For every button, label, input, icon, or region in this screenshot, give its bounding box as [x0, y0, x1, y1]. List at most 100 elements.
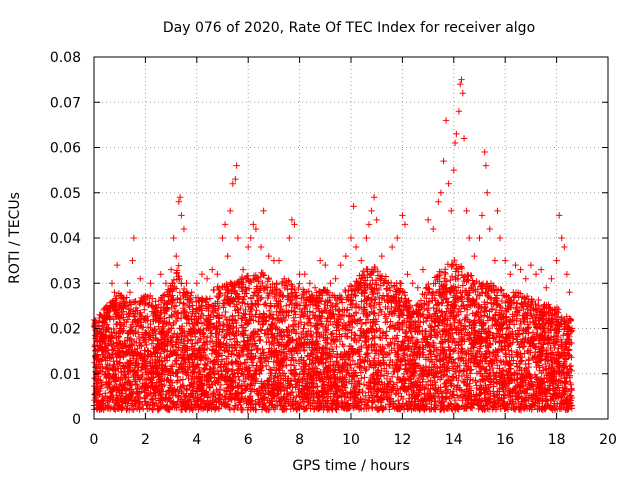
data-point [499, 347, 506, 354]
data-point [288, 286, 296, 293]
data-point [267, 303, 275, 310]
data-point [495, 388, 503, 395]
data-point [512, 289, 520, 296]
data-point [441, 269, 449, 276]
data-point [120, 323, 128, 330]
data-point [290, 314, 297, 322]
data-point [540, 341, 547, 348]
data-point [293, 393, 300, 400]
data-point [394, 396, 402, 404]
data-point [296, 280, 303, 287]
data-point [215, 294, 222, 301]
data-point [377, 275, 384, 283]
data-point [414, 338, 422, 345]
data-point [395, 390, 402, 397]
data-point [281, 284, 289, 292]
data-point [402, 376, 410, 384]
data-point [348, 291, 355, 298]
data-point [451, 319, 458, 327]
data-point [158, 358, 165, 365]
data-point [382, 314, 390, 322]
data-point [94, 342, 101, 350]
data-point [478, 288, 485, 296]
data-point [389, 358, 396, 366]
data-point [451, 396, 459, 404]
data-point [372, 295, 379, 303]
data-point [159, 325, 166, 332]
data-point [501, 392, 509, 399]
data-point [215, 302, 223, 310]
data-point [246, 316, 254, 323]
data-point [469, 310, 476, 317]
data-point [216, 328, 223, 336]
data-point [366, 301, 373, 309]
data-point [384, 370, 392, 377]
data-point [346, 312, 354, 320]
data-point [519, 343, 527, 351]
data-point [148, 340, 156, 347]
data-point [352, 292, 359, 299]
data-point [351, 330, 358, 338]
data-point [235, 309, 242, 316]
data-point [295, 388, 302, 396]
data-point [411, 356, 418, 363]
data-point [247, 381, 254, 388]
data-point [563, 313, 570, 320]
data-point [295, 323, 302, 331]
data-point [441, 275, 448, 282]
data-point [260, 310, 267, 317]
data-point [323, 326, 331, 334]
data-point [486, 388, 494, 395]
data-point [155, 318, 162, 326]
data-point [466, 366, 474, 374]
data-point [132, 323, 140, 330]
data-point [234, 312, 242, 320]
data-point [361, 374, 368, 381]
data-point [289, 283, 296, 290]
data-point [164, 305, 171, 313]
data-point [163, 390, 170, 398]
data-point [143, 341, 150, 349]
data-point [345, 313, 352, 320]
data-point [258, 294, 265, 301]
data-point [226, 406, 234, 413]
data-points [90, 76, 576, 414]
data-point [195, 336, 203, 344]
data-point [367, 303, 375, 310]
data-point [454, 284, 462, 291]
data-point [132, 378, 139, 385]
data-point [293, 292, 300, 299]
data-point [502, 353, 509, 360]
data-point [176, 339, 184, 347]
data-point [226, 404, 233, 411]
data-point [459, 282, 467, 289]
data-point [255, 318, 262, 326]
data-point [200, 397, 208, 404]
data-point [312, 355, 320, 362]
data-point [555, 309, 562, 316]
data-point [514, 327, 522, 334]
data-point [108, 329, 115, 336]
data-point [430, 339, 437, 347]
data-point [286, 301, 293, 308]
data-point [461, 305, 468, 312]
data-point [531, 371, 539, 378]
data-point [144, 301, 152, 309]
data-point [235, 373, 242, 380]
data-point [558, 316, 565, 323]
data-point [410, 325, 417, 333]
data-point [124, 316, 131, 323]
data-point [311, 315, 318, 322]
data-point [522, 300, 529, 307]
data-point [300, 325, 307, 332]
data-point [493, 292, 501, 299]
data-point [265, 327, 272, 335]
data-point [180, 285, 188, 293]
data-point [367, 280, 374, 288]
data-point [506, 321, 513, 328]
data-point [505, 325, 513, 332]
data-point [490, 369, 497, 376]
data-point [460, 274, 467, 281]
data-point [302, 332, 309, 340]
